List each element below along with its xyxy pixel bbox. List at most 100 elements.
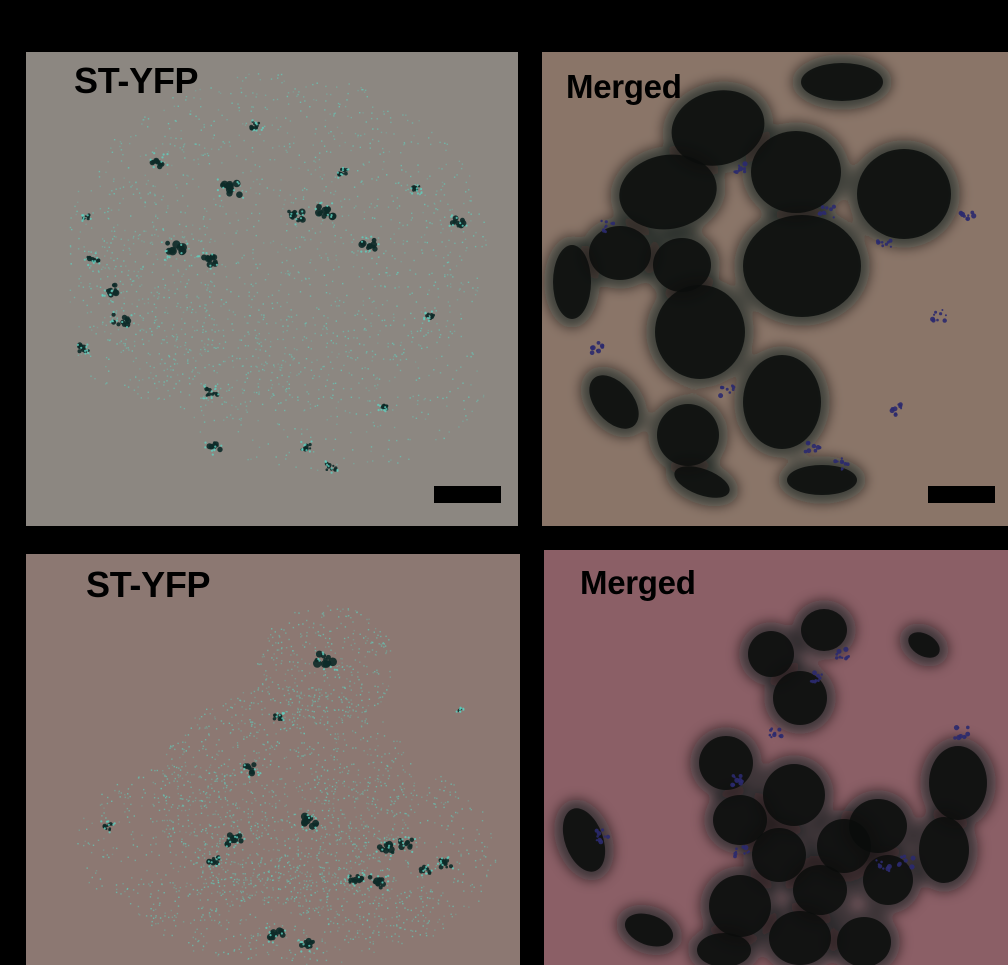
speckle xyxy=(193,416,195,419)
speckle xyxy=(276,649,279,651)
speckle xyxy=(119,202,121,204)
speckle xyxy=(233,873,235,875)
speckle xyxy=(176,363,179,365)
speckle xyxy=(413,259,415,262)
speckle xyxy=(324,818,326,820)
speckle xyxy=(326,710,329,712)
speckle xyxy=(421,347,423,350)
speckle xyxy=(256,267,259,269)
speckle xyxy=(247,345,249,347)
speckle xyxy=(475,849,478,852)
speckle xyxy=(201,240,203,242)
speckle xyxy=(368,809,370,811)
speckle xyxy=(124,229,126,232)
speckle xyxy=(291,396,294,399)
speckle xyxy=(446,405,448,407)
speckle xyxy=(377,812,379,815)
speckle xyxy=(215,775,218,777)
speckle xyxy=(348,827,351,829)
speckle xyxy=(297,892,299,894)
speckle xyxy=(322,880,324,882)
speckle xyxy=(339,766,341,769)
speckle xyxy=(468,189,470,191)
speckle xyxy=(262,318,264,321)
speckle xyxy=(74,205,76,208)
speckle xyxy=(103,240,105,242)
speckle xyxy=(308,907,310,910)
speckle xyxy=(391,195,393,197)
speckle xyxy=(205,311,207,313)
speckle xyxy=(469,807,471,810)
speckle xyxy=(156,387,158,389)
speckle xyxy=(399,369,402,372)
speckle xyxy=(190,786,192,788)
speckle xyxy=(355,797,357,800)
speckle xyxy=(147,126,149,128)
speckle xyxy=(130,833,133,836)
speckle xyxy=(91,329,93,331)
speckle xyxy=(326,328,328,331)
speckle xyxy=(135,181,137,183)
speckle xyxy=(137,235,140,237)
speckle xyxy=(305,358,308,360)
speckle xyxy=(385,650,388,652)
speckle xyxy=(252,180,255,183)
speckle xyxy=(90,251,92,253)
speckle xyxy=(453,878,456,880)
speckle xyxy=(298,373,300,375)
speckle xyxy=(131,280,134,282)
speckle xyxy=(449,268,451,271)
speckle xyxy=(323,626,325,629)
speckle xyxy=(325,799,328,802)
speckle xyxy=(308,688,310,690)
speckle xyxy=(281,660,283,662)
speckle xyxy=(222,893,224,895)
speckle xyxy=(342,782,344,784)
speckle xyxy=(377,837,380,840)
speckle xyxy=(310,873,312,875)
speckle xyxy=(334,872,336,874)
speckle xyxy=(284,932,287,935)
speckle xyxy=(382,110,385,113)
speckle xyxy=(263,897,266,899)
speckle xyxy=(472,287,474,289)
speckle xyxy=(303,733,305,735)
speckle xyxy=(297,849,299,851)
speckle xyxy=(212,882,214,885)
speckle xyxy=(366,802,368,805)
speckle xyxy=(338,106,340,108)
speckle xyxy=(326,893,329,895)
speckle xyxy=(441,355,443,358)
speckle xyxy=(286,95,289,98)
golgi-spot xyxy=(101,282,120,298)
speckle xyxy=(472,353,474,355)
speckle xyxy=(263,242,265,244)
speckle xyxy=(248,314,251,317)
speckle xyxy=(465,415,467,417)
speckle xyxy=(315,99,318,101)
speckle xyxy=(368,896,370,898)
speckle xyxy=(267,389,270,391)
speckle xyxy=(293,277,296,280)
speckle xyxy=(227,848,230,850)
speckle xyxy=(330,920,332,923)
speckle xyxy=(255,234,257,237)
speckle xyxy=(419,837,421,839)
speckle xyxy=(252,439,254,441)
speckle xyxy=(149,353,151,356)
speckle xyxy=(335,738,337,740)
speckle xyxy=(355,694,358,696)
speckle xyxy=(294,953,296,956)
speckle xyxy=(217,813,219,816)
speckle xyxy=(382,642,384,644)
speckle xyxy=(403,794,405,796)
speckle xyxy=(446,900,449,902)
speckle xyxy=(346,698,349,701)
speckle xyxy=(383,113,385,115)
speckle xyxy=(251,802,253,804)
speckle xyxy=(338,859,340,862)
speckle xyxy=(348,770,350,772)
speckle xyxy=(89,283,91,285)
speckle xyxy=(306,391,308,393)
speckle xyxy=(450,815,453,817)
